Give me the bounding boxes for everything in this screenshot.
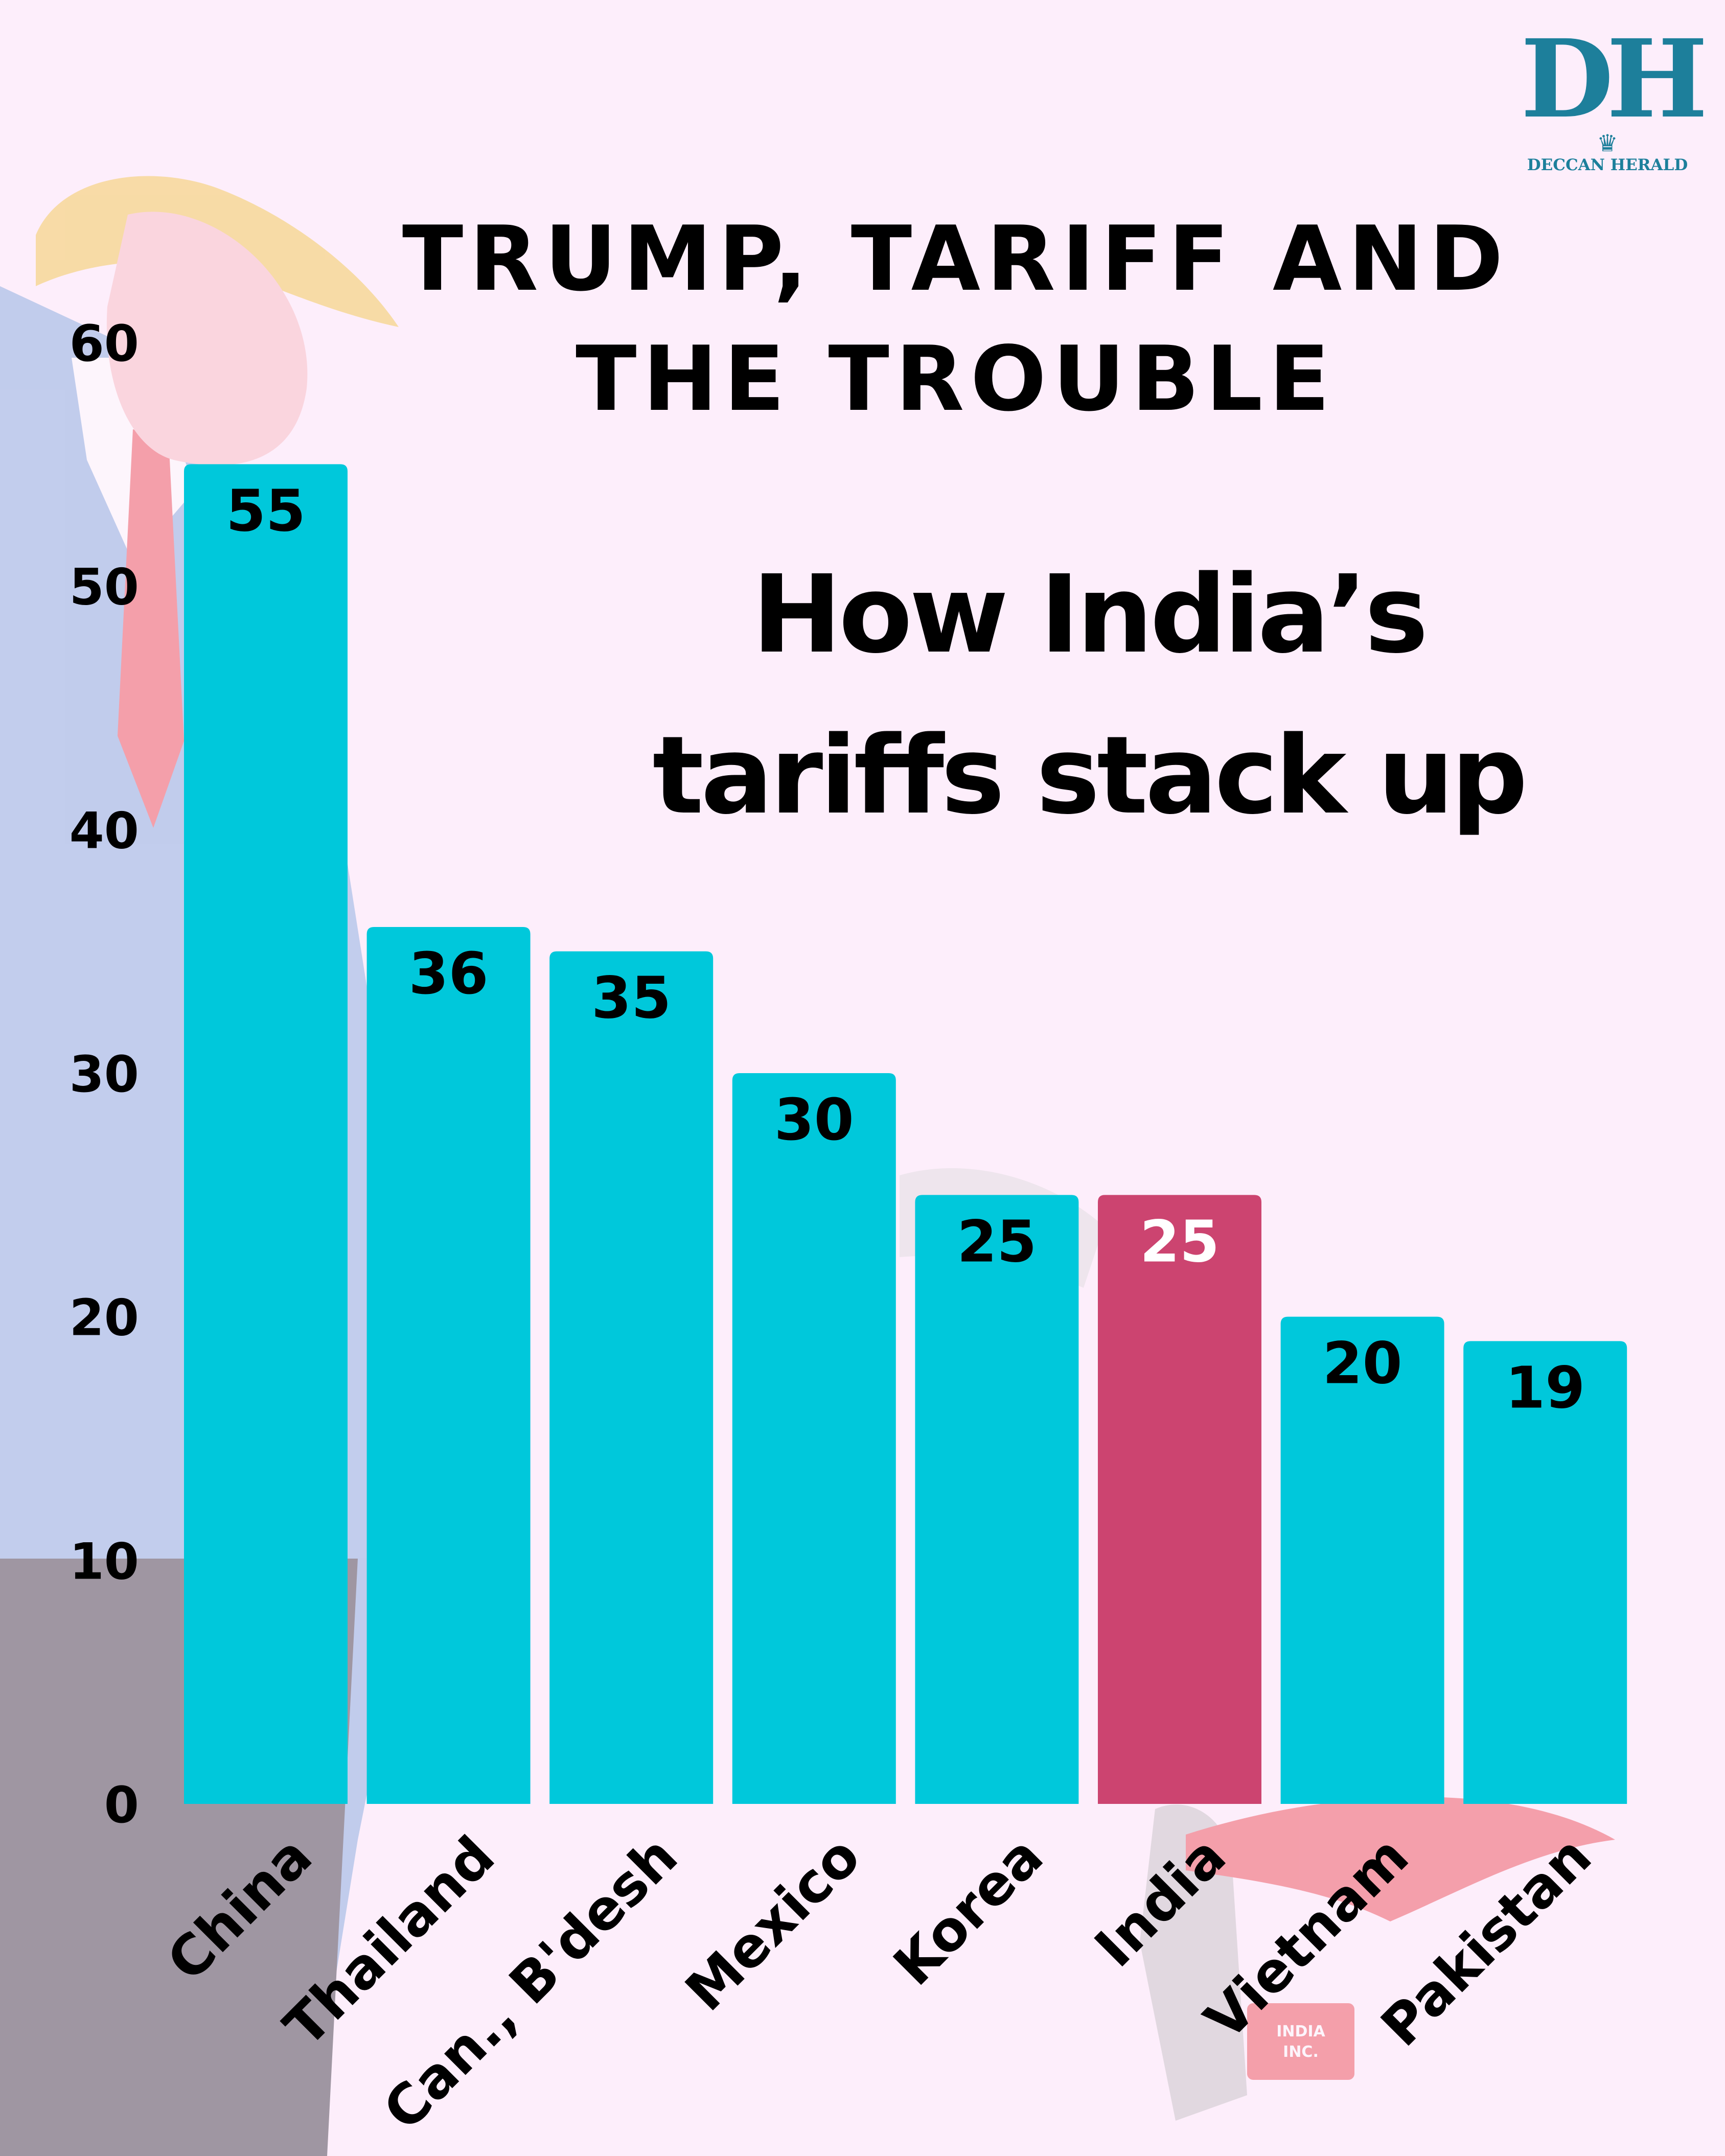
bar-pakistan	[1463, 1341, 1627, 1804]
subtitle-line-1: How India’s	[752, 552, 1429, 677]
x-category-label: China	[155, 1824, 325, 1993]
logo-name: DECCAN HERALD	[1527, 156, 1688, 174]
bar-value-label: 19	[1505, 1355, 1585, 1421]
bar-value-label: 36	[409, 941, 489, 1007]
briefcase-label-line2: INC.	[1283, 2043, 1319, 2061]
chart-subtitle: How India’s tariffs stack up	[634, 534, 1544, 856]
bar-korea	[915, 1195, 1079, 1804]
face-shape	[106, 212, 308, 466]
bar-value-label: 55	[226, 478, 306, 544]
bar-can-b-desh	[549, 951, 714, 1804]
y-tick-label: 50	[70, 559, 139, 617]
x-category-label: India	[1083, 1824, 1238, 1980]
bar-vietnam	[1280, 1316, 1444, 1804]
hair-shape	[36, 176, 399, 327]
y-tick-label: 20	[70, 1289, 139, 1348]
x-category-label: Mexico	[674, 1824, 872, 2023]
cape-shape	[1186, 1797, 1615, 1921]
briefcase-shape	[1247, 2003, 1354, 2080]
bar-value-label: 20	[1323, 1331, 1402, 1397]
briefcase-label-line1: INDIA	[1276, 2023, 1325, 2041]
shirt-collar-shape	[72, 358, 194, 562]
title-line-1: TRUMP, TARIFF AND	[402, 207, 1510, 311]
y-tick-label: 60	[70, 315, 139, 373]
x-category-label: Korea	[882, 1824, 1055, 1998]
dh-logo: DH ♛ DECCAN HERALD	[1521, 16, 1708, 175]
businessman-figure-shape	[1140, 1804, 1247, 2121]
bar-china	[184, 464, 348, 1804]
bar-thailand	[366, 927, 531, 1804]
y-tick-label: 0	[104, 1776, 139, 1835]
emblem-icon: ♛	[1597, 129, 1618, 157]
bar-value-label: 30	[774, 1087, 854, 1153]
logo-mark: DH	[1521, 16, 1708, 142]
title-line-2: THE TROUBLE	[576, 328, 1336, 431]
bar-value-label: 25	[1140, 1209, 1220, 1275]
bar-value-label: 35	[591, 965, 671, 1032]
page-title: TRUMP, TARIFF AND THE TROUBLE	[399, 199, 1513, 439]
value-labels-group: 55 36 35 30 25 25 20 19	[226, 478, 1585, 1421]
bar-india	[1098, 1195, 1261, 1804]
subtitle-line-2: tariffs stack up	[652, 713, 1528, 838]
bars-group	[184, 464, 1627, 1804]
bar-mexico	[732, 1073, 896, 1804]
y-tick-label: 30	[70, 1046, 139, 1104]
y-axis: 0 10 20 30 40 50 60	[70, 315, 139, 1835]
bar-value-label: 25	[957, 1209, 1037, 1275]
tie-shape	[118, 429, 184, 828]
y-tick-label: 40	[70, 802, 139, 860]
y-tick-label: 10	[70, 1533, 139, 1591]
